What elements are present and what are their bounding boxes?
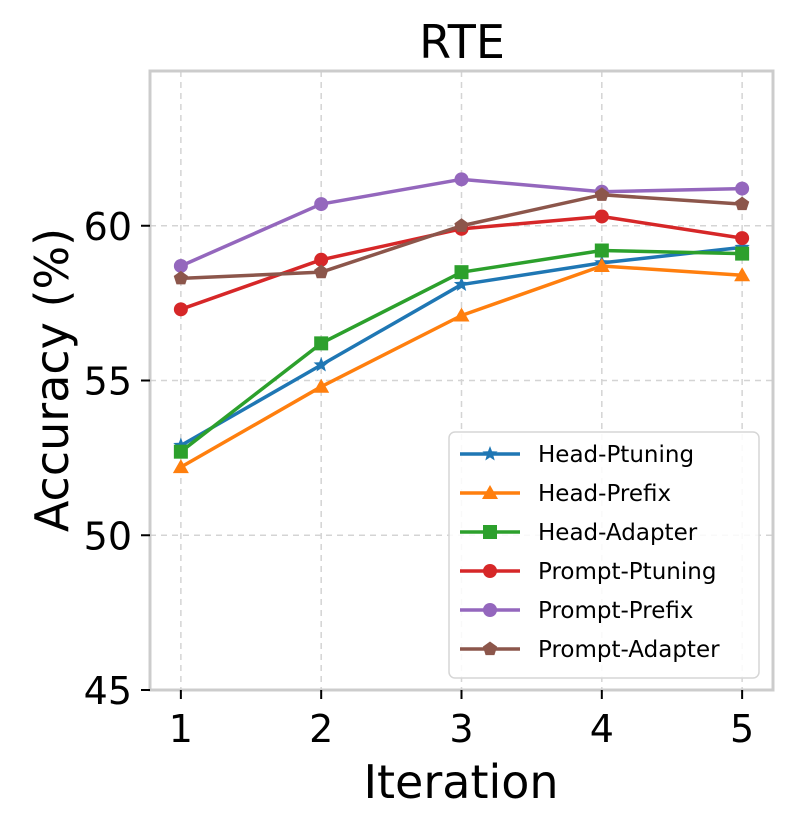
data-point-head-adapter [454,265,469,280]
data-point-head-prefix [453,307,470,322]
data-point-prompt-adapter [735,196,750,211]
data-point-prompt-prefix [173,258,188,273]
x-tick-label: 4 [590,707,614,751]
data-point-head-adapter [314,336,329,351]
series-layer [172,172,751,474]
legend-entry-prompt-adapter: Prompt-Adapter [460,637,720,663]
legend-label-head-adapter: Head-Adapter [538,520,698,546]
legend-marker-prompt-ptuning [483,564,497,578]
data-point-prompt-adapter [314,264,329,279]
data-point-head-adapter [173,444,188,459]
series-head-adapter [173,243,750,459]
data-point-head-prefix [313,378,330,393]
data-point-prompt-prefix [735,181,750,196]
x-tick-label: 2 [309,707,333,751]
data-point-prompt-ptuning [735,231,750,246]
data-point-head-prefix [172,459,189,474]
legend-label-prompt-ptuning: Prompt-Ptuning [538,559,716,585]
data-point-prompt-ptuning [594,209,609,224]
data-point-prompt-ptuning [314,252,329,267]
x-tick-label: 3 [449,707,473,751]
y-tick-label: 60 [84,205,132,249]
y-tick-label: 55 [84,360,132,404]
data-point-prompt-prefix [454,172,469,187]
chart-title: RTE [419,15,505,69]
data-point-prompt-ptuning [173,302,188,317]
legend-label-head-prefix: Head-Prefix [538,481,671,507]
legend-marker-head-adapter [483,525,497,539]
legend-entry-prompt-prefix: Prompt-Prefix [460,598,693,624]
series-head-prefix [172,257,751,474]
data-point-head-prefix [593,257,610,272]
y-tick-label: 45 [84,669,132,713]
y-tick-label: 50 [84,514,132,558]
series-prompt-adapter [173,187,750,285]
data-point-prompt-prefix [314,197,329,212]
legend-entry-head-adapter: Head-Adapter [460,520,698,546]
x-axis-label: Iteration [363,755,558,809]
data-point-head-adapter [735,246,750,261]
legend-marker-head-prefix [482,485,498,499]
legend-entry-head-ptuning: Head-Ptuning [460,442,694,468]
legend-label-head-ptuning: Head-Ptuning [538,442,694,468]
data-point-head-ptuning [313,357,329,372]
legend-label-prompt-prefix: Prompt-Prefix [538,598,693,624]
legend-label-prompt-adapter: Prompt-Adapter [538,637,720,663]
data-point-head-ptuning [453,276,470,292]
y-axis-label: Accuracy (%) [25,228,79,532]
legend-box [448,431,760,679]
legend-entry-head-prefix: Head-Prefix [460,481,671,507]
data-point-prompt-adapter [173,270,188,285]
legend-marker-prompt-prefix [483,603,497,617]
legend-marker-prompt-adapter [482,641,498,656]
data-point-head-prefix [734,267,751,282]
x-tick-label: 1 [169,707,193,751]
legend: Head-Ptuning Head-Prefix Head-Adapter Promp… [448,431,760,679]
data-point-prompt-adapter [454,218,469,232]
data-point-head-adapter [594,243,609,258]
x-tick-label: 5 [730,707,754,751]
legend-marker-head-ptuning [482,446,498,461]
data-point-prompt-adapter [594,187,609,201]
legend-entry-prompt-ptuning: Prompt-Ptuning [460,559,716,585]
